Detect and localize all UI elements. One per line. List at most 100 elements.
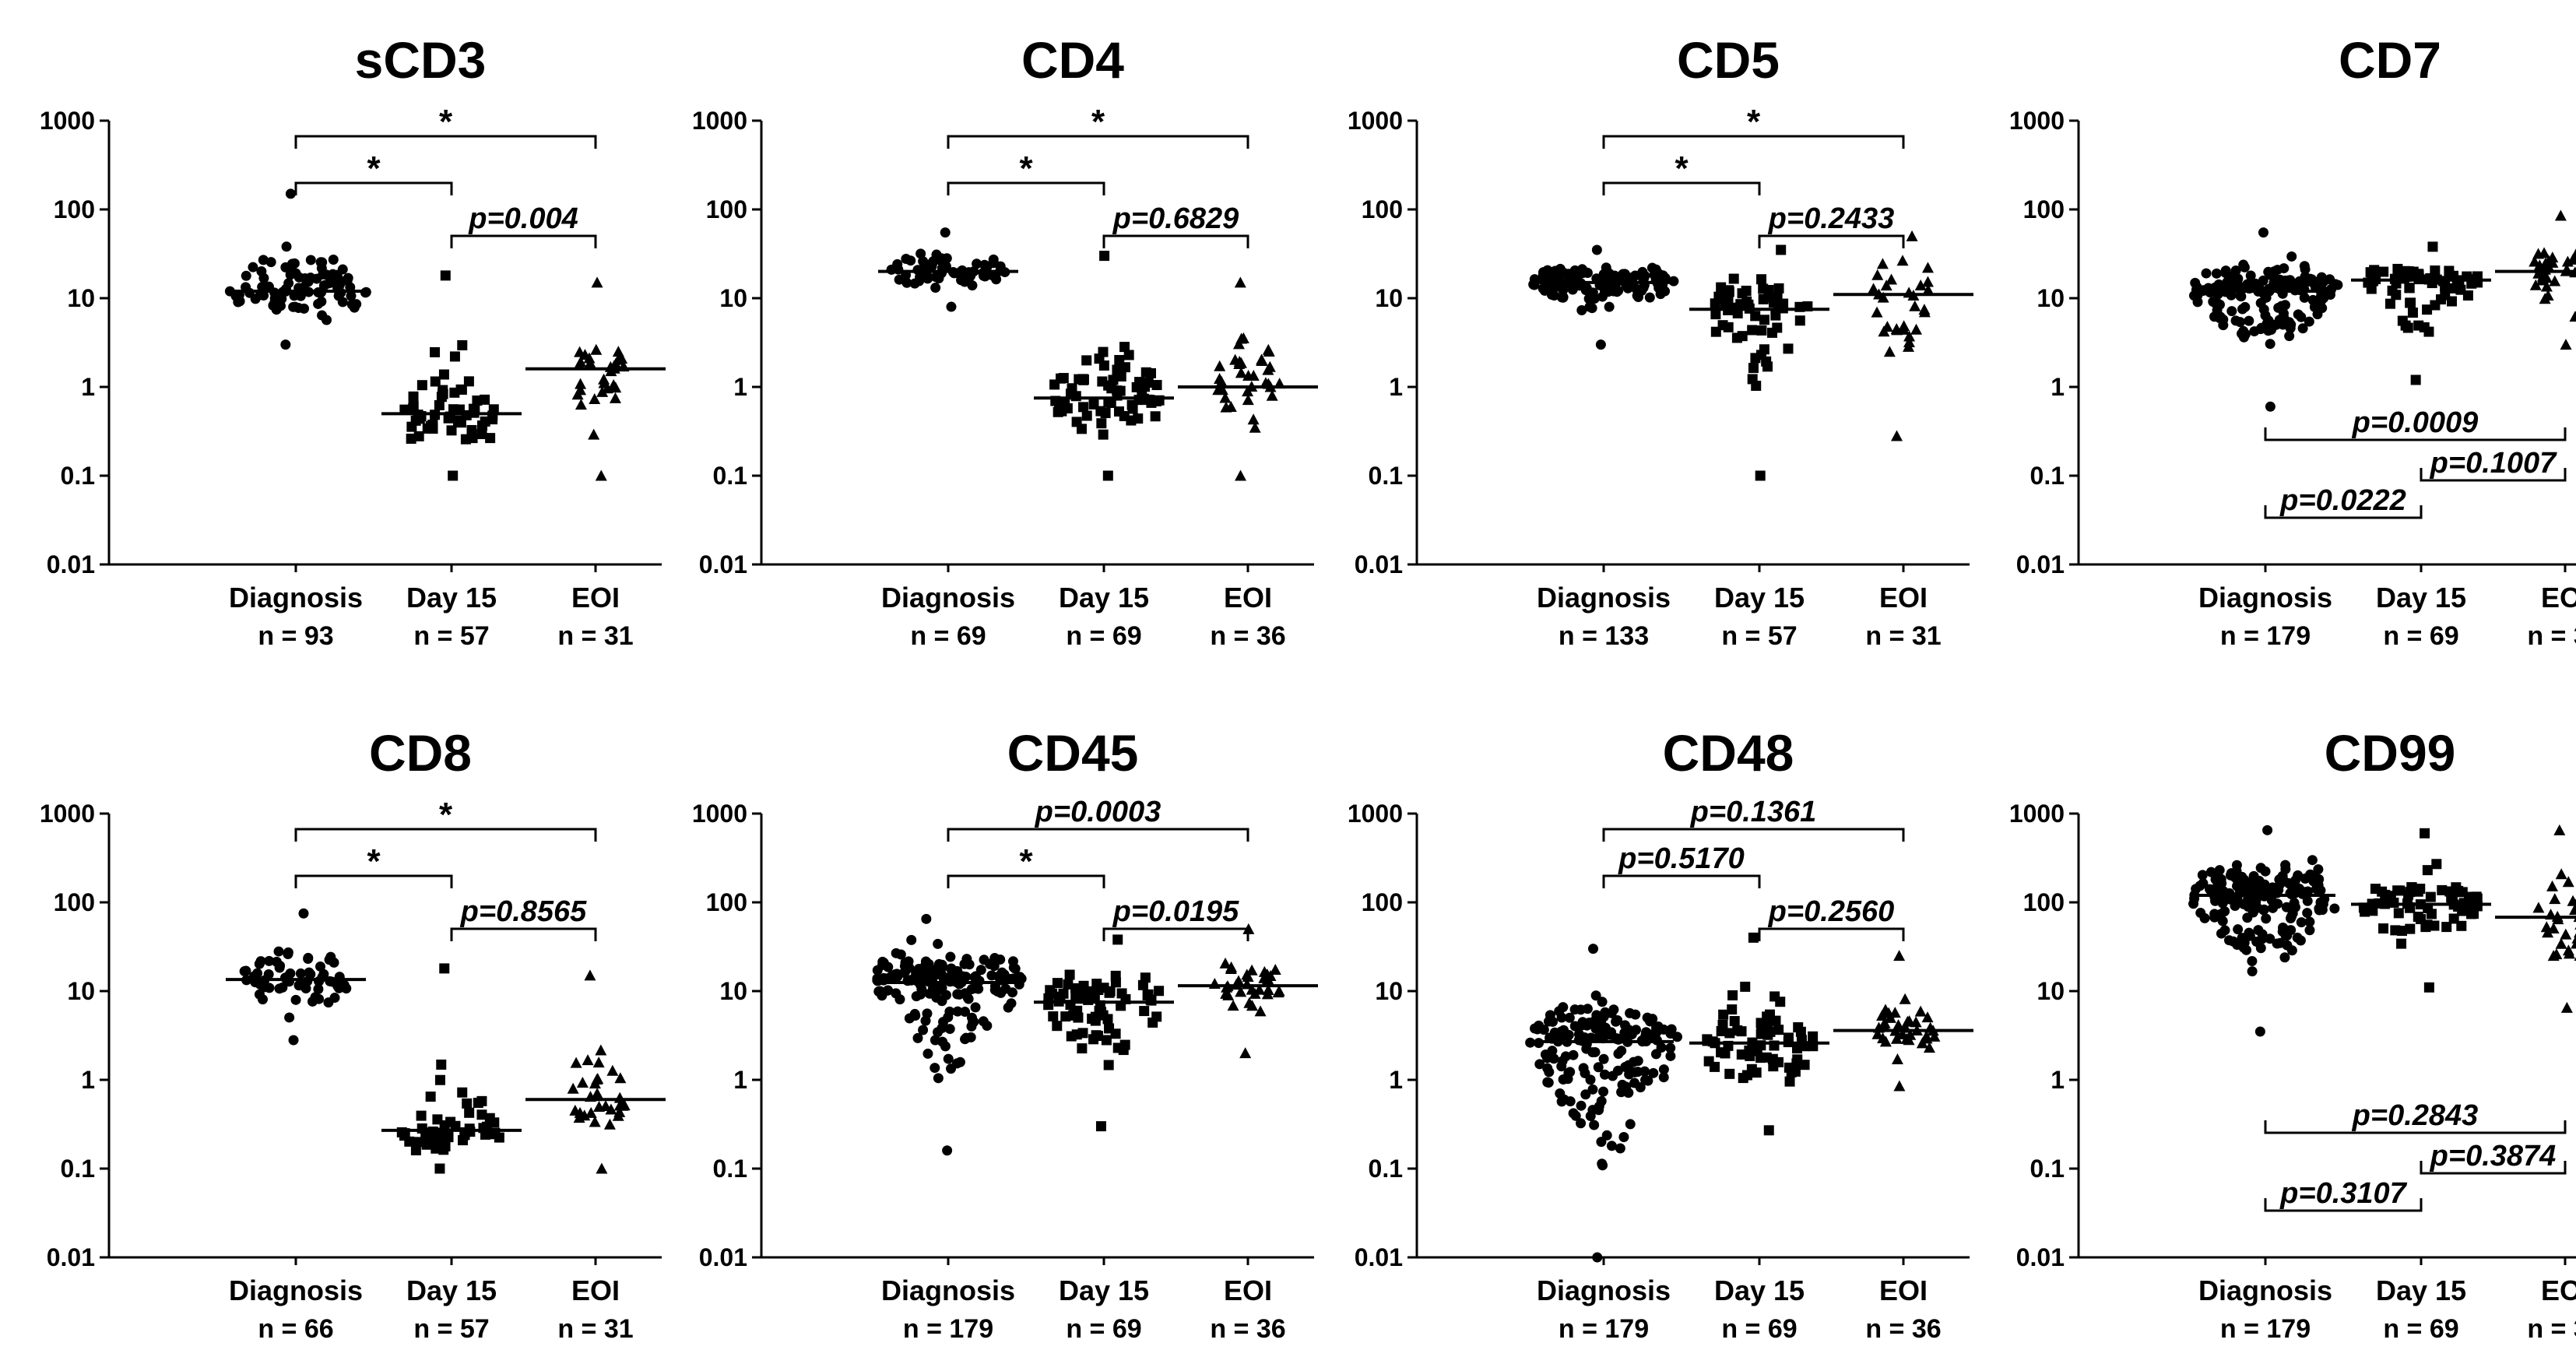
data-point	[2388, 897, 2399, 908]
data-point	[1923, 1042, 1935, 1053]
data-point	[288, 1035, 299, 1046]
data-point	[1115, 385, 1126, 396]
data-point	[2265, 401, 2276, 412]
data-point	[1154, 986, 1165, 997]
x-category-label: Diagnosis	[1537, 1274, 1671, 1306]
data-point	[2304, 925, 2315, 936]
data-point	[254, 958, 265, 969]
data-point	[399, 1130, 409, 1141]
data-point	[2415, 884, 2426, 895]
data-point	[434, 400, 445, 411]
comparison-label: p=0.6829	[1112, 202, 1239, 235]
data-point	[1795, 1026, 1806, 1037]
data-point	[313, 983, 324, 994]
group-count-label: n = 57	[413, 1314, 489, 1344]
data-point	[979, 259, 990, 270]
data-point	[2245, 270, 2256, 281]
data-point	[1756, 325, 1767, 336]
data-point	[303, 954, 314, 965]
data-point	[1087, 1013, 1098, 1024]
comparison-label: p=0.0009	[2352, 406, 2479, 439]
data-point	[2391, 290, 2402, 301]
y-tick-label: 1000	[1348, 107, 1403, 135]
data-point	[1541, 1053, 1552, 1063]
data-point	[2192, 290, 2203, 301]
data-point	[440, 270, 451, 281]
data-point	[1642, 1012, 1653, 1023]
data-point	[2219, 925, 2230, 936]
data-point	[1630, 1009, 1641, 1020]
data-point	[2214, 865, 2225, 876]
x-category-label: EOI	[1224, 1274, 1272, 1306]
y-tick-label: 1000	[2009, 800, 2065, 828]
data-point	[2455, 284, 2466, 295]
group-count-label: n = 69	[1066, 1314, 1141, 1344]
data-point	[1100, 408, 1111, 419]
chart-panel-cd5: CD5 1000 100 10 1 0.1 0.01 Diagnosis n = 133 Day …	[1348, 31, 1973, 651]
data-point	[2532, 267, 2545, 279]
data-point	[1772, 293, 1783, 304]
data-point	[2302, 895, 2313, 906]
data-point	[448, 404, 459, 415]
data-point	[1246, 964, 1258, 976]
data-point	[2254, 1026, 2265, 1037]
data-point	[1775, 997, 1786, 1007]
data-point	[1891, 1053, 1903, 1065]
data-point	[457, 1087, 468, 1098]
y-tick-label: 1000	[1348, 800, 1403, 828]
x-category-label: EOI	[571, 582, 620, 613]
data-point	[256, 266, 267, 277]
data-point	[485, 433, 496, 444]
data-point	[2297, 323, 2308, 334]
data-point	[1922, 283, 1935, 295]
data-point	[1235, 469, 1247, 481]
comparison-label: *	[1091, 103, 1105, 141]
data-point	[1632, 292, 1643, 303]
data-point	[1110, 977, 1121, 988]
data-point	[1569, 1021, 1580, 1032]
panel-title: CD48	[1663, 724, 1794, 782]
x-category-label: Diagnosis	[1537, 582, 1671, 613]
data-point	[1622, 283, 1633, 294]
data-point	[1736, 1049, 1747, 1060]
data-point	[2407, 308, 2418, 318]
data-point	[1147, 1017, 1158, 1028]
data-point	[614, 1072, 627, 1084]
data-point	[575, 399, 587, 410]
comparison-label: p=0.2843	[2352, 1099, 2479, 1132]
data-point	[1885, 273, 1898, 285]
data-point	[1249, 421, 1261, 433]
data-point	[2422, 919, 2433, 930]
comparison-bracket	[2264, 1198, 2423, 1212]
data-point	[901, 253, 912, 264]
data-point	[2313, 864, 2324, 875]
y-tick-label: 0.01	[2016, 550, 2065, 578]
data-point	[463, 376, 474, 387]
data-point	[2304, 316, 2314, 327]
data-point	[1899, 993, 1911, 1004]
data-point	[2280, 275, 2291, 286]
data-point	[2211, 268, 2222, 279]
data-point	[978, 1016, 989, 1027]
data-point	[605, 1103, 617, 1115]
x-category-label: Day 15	[406, 582, 497, 613]
comparison-bracket	[1602, 874, 1761, 888]
data-point	[1618, 1132, 1629, 1143]
x-category-label: EOI	[1879, 582, 1928, 613]
data-point	[2279, 315, 2290, 325]
data-point	[1076, 424, 1087, 434]
group-count-label: n = 179	[1559, 1314, 1649, 1344]
data-point	[316, 296, 327, 307]
data-point	[271, 956, 282, 967]
data-point	[258, 255, 269, 265]
data-point	[1066, 1031, 1077, 1042]
data-point	[960, 1034, 971, 1045]
data-point	[1906, 230, 1918, 241]
data-point	[434, 1074, 445, 1085]
data-point	[476, 429, 487, 440]
data-point	[2555, 937, 2567, 949]
data-point	[1542, 1077, 1553, 1088]
comparison-label: *	[439, 796, 453, 834]
data-point	[1590, 990, 1601, 1001]
